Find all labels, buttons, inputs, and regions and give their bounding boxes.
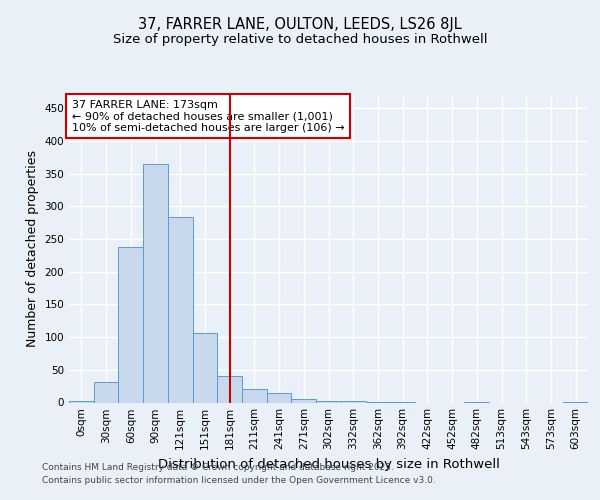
Bar: [94, 382, 118, 402]
Bar: [242, 389, 267, 402]
Y-axis label: Number of detached properties: Number of detached properties: [26, 150, 39, 347]
Bar: [118, 248, 143, 402]
Text: 37, FARRER LANE, OULTON, LEEDS, LS26 8JL: 37, FARRER LANE, OULTON, LEEDS, LS26 8JL: [138, 18, 462, 32]
Bar: [341, 401, 365, 402]
Bar: [69, 401, 94, 402]
Bar: [193, 333, 217, 402]
Text: Size of property relative to detached houses in Rothwell: Size of property relative to detached ho…: [113, 32, 487, 46]
Bar: [217, 376, 242, 402]
Text: Contains public sector information licensed under the Open Government Licence v3: Contains public sector information licen…: [42, 476, 436, 485]
Bar: [168, 218, 193, 402]
Bar: [292, 398, 316, 402]
Text: Contains HM Land Registry data © Crown copyright and database right 2025.: Contains HM Land Registry data © Crown c…: [42, 464, 394, 472]
Bar: [267, 392, 292, 402]
X-axis label: Distribution of detached houses by size in Rothwell: Distribution of detached houses by size …: [158, 458, 499, 471]
Bar: [316, 400, 341, 402]
Text: 37 FARRER LANE: 173sqm
← 90% of detached houses are smaller (1,001)
10% of semi-: 37 FARRER LANE: 173sqm ← 90% of detached…: [71, 100, 344, 133]
Bar: [143, 164, 168, 402]
